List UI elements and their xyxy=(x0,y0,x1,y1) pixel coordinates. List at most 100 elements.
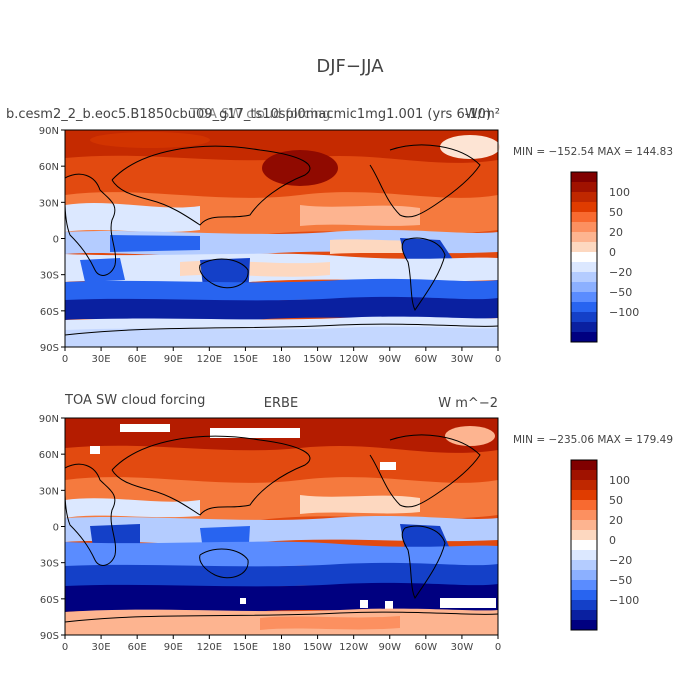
colorbar: 100 50 20 0 −20 −50 −100 xyxy=(570,171,639,343)
lat-tick-label: 60N xyxy=(39,162,59,173)
colorbar-label: 100 xyxy=(609,186,630,199)
lon-tick-label: 0 xyxy=(495,642,501,653)
colorbar-frame xyxy=(570,171,598,343)
panel-left-title: TOA SW cloud forcing xyxy=(64,393,205,408)
colorbar-swatch xyxy=(571,252,597,263)
lat-tick-label: 0 xyxy=(53,523,59,534)
lon-tick-label: 150W xyxy=(303,642,332,653)
colorbar-label: 20 xyxy=(609,514,623,527)
colorbar-label: 0 xyxy=(609,246,616,259)
colorbar-label: 0 xyxy=(609,534,616,547)
lat-tick-label: 30S xyxy=(40,559,59,570)
colorbar-swatch xyxy=(571,222,597,233)
colorbar-swatch xyxy=(571,550,597,561)
colorbar-label: −20 xyxy=(609,266,632,279)
colorbar-swatch xyxy=(571,202,597,213)
panel-center-title: ERBE xyxy=(264,396,298,411)
lat-tick-label: 0 xyxy=(53,235,59,246)
lon-tick-label: 90E xyxy=(164,642,183,653)
lon-tick-label: 30W xyxy=(451,354,474,365)
colorbar-swatch xyxy=(571,312,597,323)
lat-tick-label: 30S xyxy=(40,271,59,282)
lon-tick-label: 180 xyxy=(272,642,291,653)
map-field xyxy=(64,417,499,636)
colorbar-swatch xyxy=(571,500,597,511)
panel-observation: TOA SW cloud forcing ERBE W m^−2 MIN = −… xyxy=(39,393,673,653)
lon-tick-label: 60E xyxy=(128,642,147,653)
colorbar-swatch xyxy=(571,212,597,223)
coastlines xyxy=(64,434,499,623)
colorbar-swatch xyxy=(571,540,597,551)
colorbar: 100 50 20 0 −20 −50 −100 xyxy=(570,459,639,631)
colorbar-swatch xyxy=(571,172,597,183)
lat-tick-label: 60S xyxy=(40,307,59,318)
panel-min-max: MIN = −235.06 MAX = 179.49 xyxy=(513,434,673,446)
colorbar-swatch xyxy=(571,590,597,601)
lon-tick-label: 30E xyxy=(92,642,111,653)
lat-tick-label: 90S xyxy=(40,631,59,642)
coastlines xyxy=(64,144,499,336)
lon-tick-label: 0 xyxy=(62,642,68,653)
colorbar-swatch xyxy=(571,470,597,481)
colorbar-swatch xyxy=(571,242,597,253)
lon-tick-label: 90W xyxy=(378,354,401,365)
colorbar-label: −100 xyxy=(609,306,639,319)
lat-tick-label: 30N xyxy=(39,486,59,497)
lat-tick-label: 90S xyxy=(40,343,59,354)
lon-axis: 0 30E 60E 90E 120E 150E 180 150W 120W 90… xyxy=(62,354,501,365)
colorbar-swatch xyxy=(571,600,597,611)
axis-ticks xyxy=(61,129,499,351)
lat-axis: 90N 60N 30N 0 30S 60S 90S xyxy=(39,126,59,354)
lon-tick-label: 90W xyxy=(378,642,401,653)
colorbar-swatch xyxy=(571,322,597,333)
colorbar-label: −20 xyxy=(609,554,632,567)
colorbar-swatch xyxy=(571,580,597,591)
lon-tick-label: 120W xyxy=(339,354,368,365)
colorbar-swatch xyxy=(571,272,597,283)
lat-tick-label: 60S xyxy=(40,595,59,606)
lon-tick-label: 30W xyxy=(451,642,474,653)
lon-tick-label: 0 xyxy=(62,354,68,365)
colorbar-label: −50 xyxy=(609,286,632,299)
colorbar-swatch xyxy=(571,570,597,581)
colorbar-swatch xyxy=(571,192,597,203)
panel-min-max: MIN = −152.54 MAX = 144.83 xyxy=(513,146,673,158)
colorbar-label: −50 xyxy=(609,574,632,587)
figure-title: DJF−JJA xyxy=(316,56,384,77)
colorbar-swatch xyxy=(571,490,597,501)
colorbar-swatch xyxy=(571,510,597,521)
map-field xyxy=(64,129,500,348)
axis-ticks xyxy=(61,417,499,639)
colorbar-label: 50 xyxy=(609,494,623,507)
colorbar-label: 100 xyxy=(609,474,630,487)
lon-axis: 0 30E 60E 90E 120E 150E 180 150W 120W 90… xyxy=(62,642,501,653)
lat-tick-label: 90N xyxy=(39,414,59,425)
panel-center-title: TOA SW cloud forcing xyxy=(189,107,330,122)
lon-tick-label: 150W xyxy=(303,354,332,365)
lon-tick-label: 150E xyxy=(233,642,258,653)
lat-tick-label: 60N xyxy=(39,450,59,461)
colorbar-label: 50 xyxy=(609,206,623,219)
colorbar-swatch xyxy=(571,560,597,571)
colorbar-swatch xyxy=(571,232,597,243)
lon-tick-label: 0 xyxy=(495,354,501,365)
colorbar-swatch xyxy=(571,520,597,531)
colorbar-swatch xyxy=(571,620,597,631)
lat-tick-label: 90N xyxy=(39,126,59,137)
lon-tick-label: 60W xyxy=(415,354,438,365)
colorbar-label: −100 xyxy=(609,594,639,607)
lon-tick-label: 120E xyxy=(197,642,222,653)
colorbar-swatch xyxy=(571,480,597,491)
colorbar-swatch xyxy=(571,332,597,343)
colorbar-label: 20 xyxy=(609,226,623,239)
colorbar-swatch xyxy=(571,610,597,621)
lon-tick-label: 180 xyxy=(272,354,291,365)
panel-units: W/m² xyxy=(465,107,500,122)
colorbar-frame xyxy=(570,459,598,631)
lon-tick-label: 120E xyxy=(197,354,222,365)
lon-tick-label: 90E xyxy=(164,354,183,365)
colorbar-swatch xyxy=(571,282,597,293)
panel-left-title: b.cesm2_2_b.eoc5.B1850cbu09_g17_ts10spl0… xyxy=(6,107,491,122)
colorbar-swatch xyxy=(571,182,597,193)
